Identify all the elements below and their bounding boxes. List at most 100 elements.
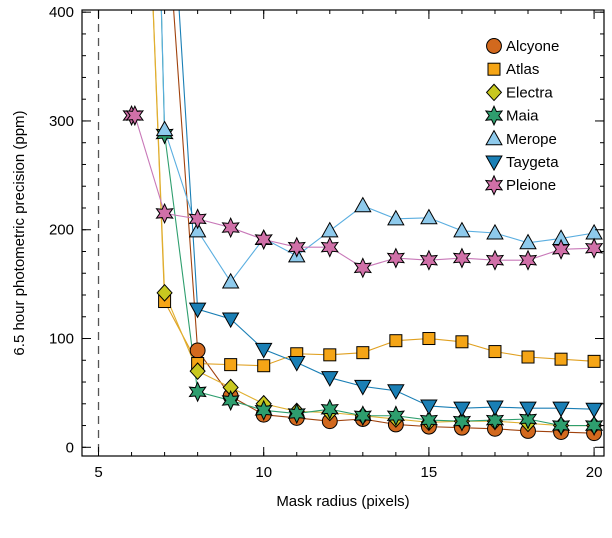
data-point bbox=[551, 414, 571, 437]
legend-label: Merope bbox=[506, 131, 557, 148]
legend-label: Pleione bbox=[506, 177, 556, 194]
data-point bbox=[257, 359, 271, 373]
data-point bbox=[551, 238, 571, 260]
legend-label: Electra bbox=[506, 84, 553, 101]
legend-marker bbox=[486, 38, 502, 54]
data-point bbox=[155, 120, 174, 137]
x-tick-label: 10 bbox=[255, 464, 272, 481]
x-tick-label: 15 bbox=[421, 464, 438, 481]
y-axis-title: 6.5 hour photometric precision (ppm) bbox=[11, 110, 28, 355]
legend-marker bbox=[484, 105, 504, 127]
plot-clip-group bbox=[97, 10, 604, 456]
data-point bbox=[323, 348, 337, 362]
data-point bbox=[518, 408, 538, 430]
data-point bbox=[354, 379, 372, 396]
data-point bbox=[420, 208, 438, 225]
legend-label: Maia bbox=[506, 108, 539, 125]
data-point bbox=[188, 208, 207, 230]
data-point bbox=[254, 342, 273, 359]
data-point bbox=[419, 249, 439, 271]
data-point bbox=[221, 389, 240, 412]
y-tick-label: 0 bbox=[66, 439, 74, 456]
data-point bbox=[221, 312, 240, 329]
series-line-taygeta bbox=[178, 10, 595, 410]
legend-label: Atlas bbox=[506, 61, 539, 78]
data-point bbox=[587, 354, 601, 368]
series-markers-pleione bbox=[122, 104, 604, 279]
data-point bbox=[353, 257, 372, 279]
legend-item-alcyone: Alcyone bbox=[486, 38, 559, 55]
x-axis-title: Mask radius (pixels) bbox=[276, 493, 409, 510]
data-point bbox=[188, 381, 207, 403]
data-point bbox=[419, 409, 439, 431]
data-point bbox=[452, 247, 472, 269]
data-point bbox=[518, 249, 538, 271]
legend-item-electra: Electra bbox=[485, 83, 553, 102]
y-tick-label: 300 bbox=[49, 113, 74, 130]
series-markers-maia bbox=[155, 123, 604, 437]
data-point bbox=[585, 223, 603, 240]
data-point bbox=[320, 236, 339, 258]
data-point bbox=[486, 400, 504, 417]
x-tick-label: 5 bbox=[94, 464, 102, 481]
data-point bbox=[155, 202, 174, 224]
legend-item-taygeta: Taygeta bbox=[485, 154, 559, 172]
data-point bbox=[386, 247, 406, 269]
data-point bbox=[485, 409, 505, 431]
data-point bbox=[521, 350, 535, 364]
data-point bbox=[321, 221, 339, 238]
data-point bbox=[221, 272, 240, 289]
data-point bbox=[387, 209, 405, 226]
data-point bbox=[584, 237, 604, 259]
y-tick-label: 400 bbox=[49, 4, 74, 21]
legend-marker bbox=[485, 155, 503, 172]
legend-marker bbox=[485, 129, 503, 146]
data-point bbox=[455, 335, 469, 349]
plot-frame bbox=[81, 9, 605, 457]
legend-item-atlas: Atlas bbox=[487, 61, 539, 78]
data-point bbox=[552, 401, 570, 418]
data-point bbox=[224, 358, 238, 372]
data-point bbox=[254, 228, 273, 251]
y-tick-label: 100 bbox=[49, 331, 74, 348]
data-point bbox=[519, 401, 537, 418]
data-point bbox=[453, 401, 471, 418]
data-point bbox=[389, 334, 403, 348]
x-tick-label: 20 bbox=[586, 464, 603, 481]
legend: Alcyone Atlas Electra Maia Merope Taygeta Plei… bbox=[484, 38, 559, 196]
legend-marker bbox=[487, 62, 501, 76]
data-point bbox=[287, 403, 306, 425]
series-line-pleione bbox=[131, 114, 595, 269]
data-point bbox=[188, 221, 207, 238]
series-markers-electra bbox=[156, 283, 603, 435]
data-point bbox=[387, 384, 405, 400]
legend-marker bbox=[484, 174, 504, 196]
plot-area bbox=[97, 10, 604, 456]
legend-label: Taygeta bbox=[506, 154, 559, 171]
data-point bbox=[519, 233, 537, 250]
data-point bbox=[156, 283, 173, 302]
data-point bbox=[189, 342, 206, 359]
y-tick-label: 200 bbox=[49, 222, 74, 239]
legend-item-merope: Merope bbox=[485, 129, 557, 148]
data-point bbox=[354, 196, 372, 213]
data-point bbox=[420, 399, 438, 416]
data-point bbox=[188, 302, 207, 319]
data-point bbox=[485, 249, 505, 271]
data-point bbox=[585, 402, 603, 419]
data-point bbox=[189, 362, 206, 381]
data-point bbox=[287, 355, 306, 372]
data-point bbox=[488, 345, 502, 359]
legend-item-pleione: Pleione bbox=[484, 174, 556, 196]
legend-item-maia: Maia bbox=[484, 105, 539, 127]
data-point bbox=[221, 217, 240, 239]
data-point bbox=[353, 405, 372, 427]
data-point bbox=[453, 221, 471, 238]
legend-label: Alcyone bbox=[506, 38, 559, 55]
data-point bbox=[554, 352, 568, 366]
series-markers-taygeta bbox=[188, 302, 603, 419]
data-point bbox=[486, 223, 504, 240]
data-point bbox=[321, 371, 339, 387]
legend-marker bbox=[485, 83, 503, 102]
